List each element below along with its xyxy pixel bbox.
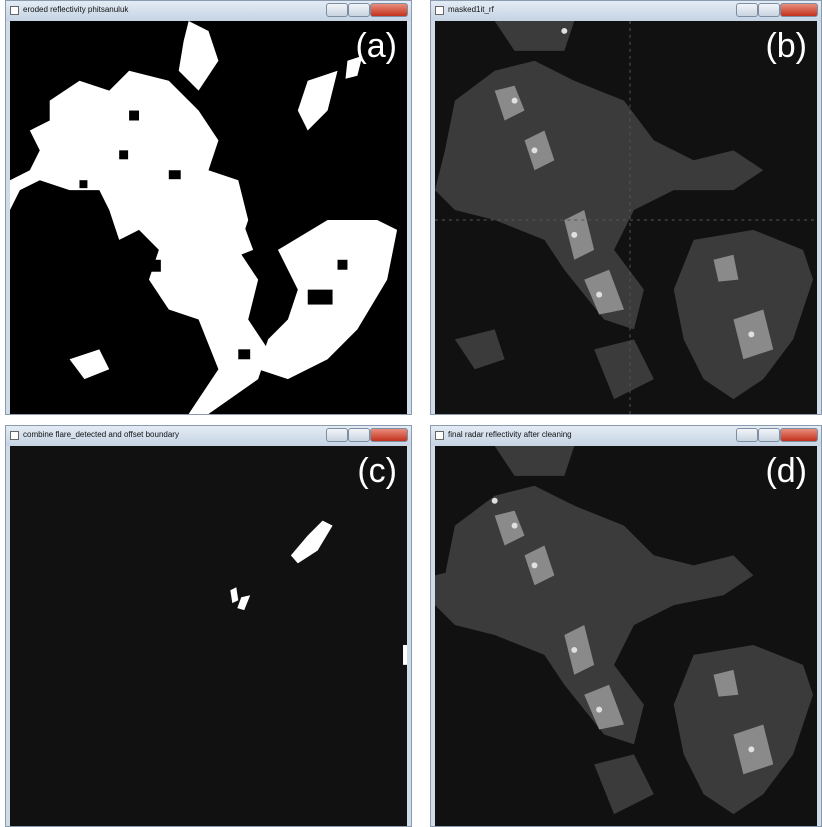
window-icon bbox=[10, 6, 19, 15]
minimize-button[interactable] bbox=[736, 3, 758, 17]
minimize-button[interactable] bbox=[326, 428, 348, 442]
image: (c) bbox=[10, 446, 407, 826]
screen: eroded reflectivity phitsanuluk bbox=[0, 0, 822, 827]
window-icon bbox=[435, 431, 444, 440]
window-a: eroded reflectivity phitsanuluk bbox=[5, 0, 412, 415]
white-regions bbox=[230, 521, 407, 665]
maximize-button[interactable] bbox=[348, 428, 370, 442]
binary-image bbox=[10, 446, 407, 826]
window-b: masked1it_rf (b) bbox=[430, 0, 822, 415]
window-icon bbox=[435, 6, 444, 15]
image: (d) bbox=[435, 446, 817, 826]
title-bar: masked1it_rf bbox=[431, 1, 821, 21]
image: (a) bbox=[10, 21, 407, 414]
close-button[interactable] bbox=[370, 428, 408, 442]
image: (b) bbox=[435, 21, 817, 414]
close-button[interactable] bbox=[780, 3, 818, 17]
binary-image bbox=[10, 21, 407, 414]
window-icon bbox=[10, 431, 19, 440]
title-bar: final radar reflectivity after cleaning bbox=[431, 426, 821, 446]
window-title: eroded reflectivity phitsanuluk bbox=[23, 5, 128, 14]
title-bar: combine flare_detected and offset bounda… bbox=[6, 426, 411, 446]
maximize-button[interactable] bbox=[758, 3, 780, 17]
window-c: combine flare_detected and offset bounda… bbox=[5, 425, 412, 827]
window-title: final radar reflectivity after cleaning bbox=[448, 430, 572, 439]
minimize-button[interactable] bbox=[326, 3, 348, 17]
white-regions bbox=[10, 21, 397, 414]
close-button[interactable] bbox=[370, 3, 408, 17]
window-title: masked1it_rf bbox=[448, 5, 494, 14]
panel-label: (c) bbox=[357, 452, 397, 491]
window-d: final radar reflectivity after cleaning bbox=[430, 425, 822, 827]
radar-image bbox=[435, 446, 817, 826]
close-button[interactable] bbox=[780, 428, 818, 442]
title-bar: eroded reflectivity phitsanuluk bbox=[6, 1, 411, 21]
panel-label: (b) bbox=[765, 27, 807, 66]
window-title: combine flare_detected and offset bounda… bbox=[23, 430, 179, 439]
radar-image bbox=[435, 21, 817, 414]
maximize-button[interactable] bbox=[758, 428, 780, 442]
minimize-button[interactable] bbox=[736, 428, 758, 442]
panel-label: (a) bbox=[355, 27, 397, 66]
maximize-button[interactable] bbox=[348, 3, 370, 17]
panel-label: (d) bbox=[765, 452, 807, 491]
